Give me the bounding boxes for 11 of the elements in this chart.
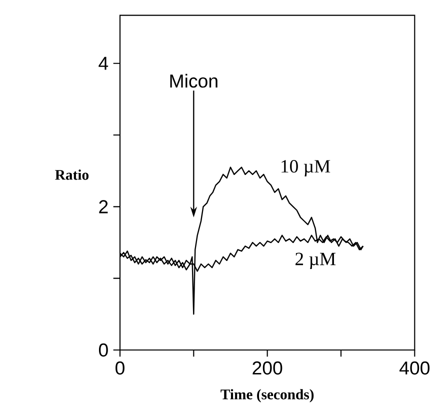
x-tick-label: 200 — [252, 361, 282, 375]
y-tick-label: 4 — [98, 56, 108, 70]
y-tick-label: 0 — [98, 343, 108, 357]
series-label: 2 µM — [296, 252, 336, 270]
y-axis-title: Ratio — [55, 170, 89, 180]
annotation: Micon — [170, 74, 218, 88]
series-label: 10 µM — [282, 160, 330, 176]
y-tick-label: 2 — [99, 200, 108, 214]
x-tick-label: 0 — [116, 361, 124, 375]
x-tick-label: 400 — [400, 361, 430, 375]
x-axis-title: Time (seconds) — [220, 389, 314, 402]
